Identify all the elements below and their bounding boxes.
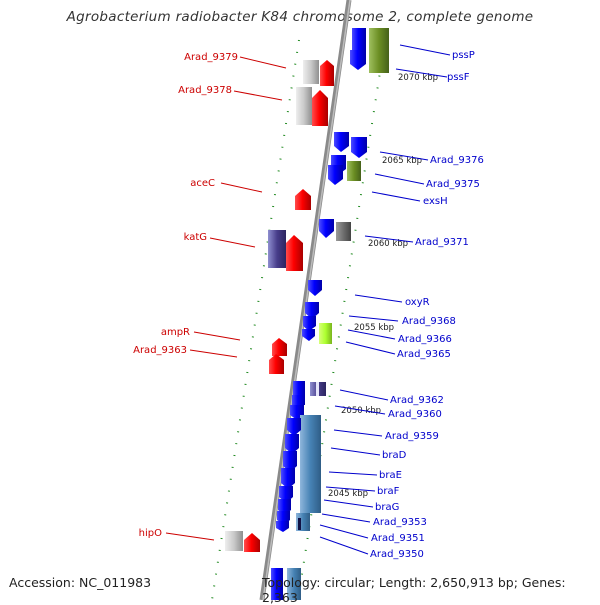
- feature-arad9378-red: [312, 90, 328, 126]
- feature-exsh: [328, 165, 343, 185]
- feature-arad9362-blue: [293, 381, 305, 395]
- gene-label-braf: braF: [377, 486, 400, 497]
- gene-label-arad9365: Arad_9365: [397, 349, 451, 360]
- left-leader-lines: [165, 56, 287, 541]
- right-leader-lines: [319, 44, 451, 555]
- left-features: [225, 60, 334, 552]
- gene-label-arad9378: Arad_9378: [178, 85, 232, 96]
- gene-label-arad9353: Arad_9353: [373, 517, 427, 528]
- gene-label-acec: aceC: [190, 178, 215, 189]
- gene-label-arad9371: Arad_9371: [415, 237, 469, 248]
- kbp-marker: 2050 kbp: [341, 406, 381, 416]
- gene-label-ampr: ampR: [161, 327, 190, 338]
- gene-label-pssf: pssF: [447, 72, 470, 83]
- gene-label-exsh: exsH: [423, 196, 448, 207]
- feature-oxyr: [308, 280, 322, 296]
- feature-arad9379-gray: [303, 60, 319, 84]
- feature-bottom-steel: [287, 568, 301, 600]
- feature-hipo-gray: [225, 531, 243, 551]
- kbp-marker: 2055 kbp: [354, 323, 394, 333]
- feature-arad9376-b: [351, 137, 367, 158]
- gene-label-pssp: pssP: [452, 50, 475, 61]
- feature-hipo-red: [244, 533, 260, 552]
- kbp-marker: 2060 kbp: [368, 239, 408, 249]
- gene-label-brag: braG: [375, 502, 399, 513]
- right-labels: pssP pssF Arad_9376 Arad_9375 exsH Arad_…: [370, 50, 484, 560]
- feature-katg-red: [286, 235, 303, 271]
- feature-arad9378-gray: [296, 87, 312, 125]
- feature-arad9359-a: [287, 418, 301, 436]
- backbone: [259, 0, 352, 600]
- feature-braf: [279, 486, 293, 503]
- feature-arad9368-b: [303, 316, 316, 331]
- gene-label-oxyr: oxyR: [405, 297, 430, 308]
- feature-arad9351: [276, 521, 289, 532]
- feature-bra-operon: [300, 415, 321, 513]
- gene-label-arad9350: Arad_9350: [370, 549, 424, 560]
- feature-arad9371-blue: [319, 219, 334, 238]
- map-title: Agrobacterium radiobacter K84 chromosome…: [66, 9, 534, 25]
- gene-label-katg: katG: [184, 232, 207, 243]
- right-features: [271, 28, 389, 600]
- feature-pssp-olive: [369, 28, 389, 73]
- gene-label-arad9379: Arad_9379: [184, 52, 238, 63]
- gene-label-brad: braD: [382, 450, 407, 461]
- feature-arad9360-blue-a: [292, 395, 305, 405]
- feature-brad: [283, 451, 297, 472]
- feature-arad9376-a: [334, 132, 349, 152]
- gene-label-hipo: hipO: [139, 528, 162, 539]
- gene-label-arad9351: Arad_9351: [371, 533, 425, 544]
- feature-arad9365: [302, 329, 315, 341]
- feature-arad9363: [269, 354, 284, 374]
- gene-label-arad9363: Arad_9363: [133, 345, 187, 356]
- feature-bottom-blue: [271, 568, 283, 600]
- feature-ampr: [272, 338, 287, 356]
- gene-label-arad9375: Arad_9375: [426, 179, 480, 190]
- feature-brae: [281, 468, 295, 489]
- kbp-marker: 2065 kbp: [382, 156, 422, 166]
- feature-katg-purple: [268, 230, 286, 268]
- feature-arad9368-a: [305, 302, 319, 319]
- feature-arad9371-gray: [336, 222, 351, 241]
- gene-label-brae: braE: [379, 470, 402, 481]
- accession-text: Accession: NC_011983: [9, 575, 152, 590]
- gene-label-arad9359: Arad_9359: [385, 431, 439, 442]
- topology-text: Topology: circular; Length: 2,650,913 bp…: [262, 575, 566, 605]
- kbp-marker: 2070 kbp: [398, 73, 438, 83]
- gene-label-arad9360: Arad_9360: [388, 409, 442, 420]
- gene-label-arad9366: Arad_9366: [398, 334, 452, 345]
- gene-label-arad9362: Arad_9362: [390, 395, 444, 406]
- feature-arad9379-red: [320, 60, 334, 86]
- gene-label-arad9368: Arad_9368: [402, 316, 456, 327]
- feature-arad9366-lime: [319, 323, 332, 344]
- feature-pssp-blue: [352, 28, 366, 50]
- gene-label-arad9376: Arad_9376: [430, 155, 484, 166]
- feature-acec: [295, 189, 311, 210]
- feature-arad9375-olive: [347, 161, 361, 181]
- feature-arad9362-light: [316, 382, 319, 396]
- kbp-marker: 2045 kbp: [328, 489, 368, 499]
- feature-arad9359-b: [285, 434, 299, 454]
- feature-pssf: [350, 50, 366, 70]
- left-labels: Arad_9379 Arad_9378 aceC katG ampR Arad_…: [133, 52, 238, 539]
- feature-bra-stripe-a: [298, 518, 301, 530]
- kbp-markers: 2070 kbp 2065 kbp 2060 kbp 2055 kbp 2050…: [328, 73, 438, 499]
